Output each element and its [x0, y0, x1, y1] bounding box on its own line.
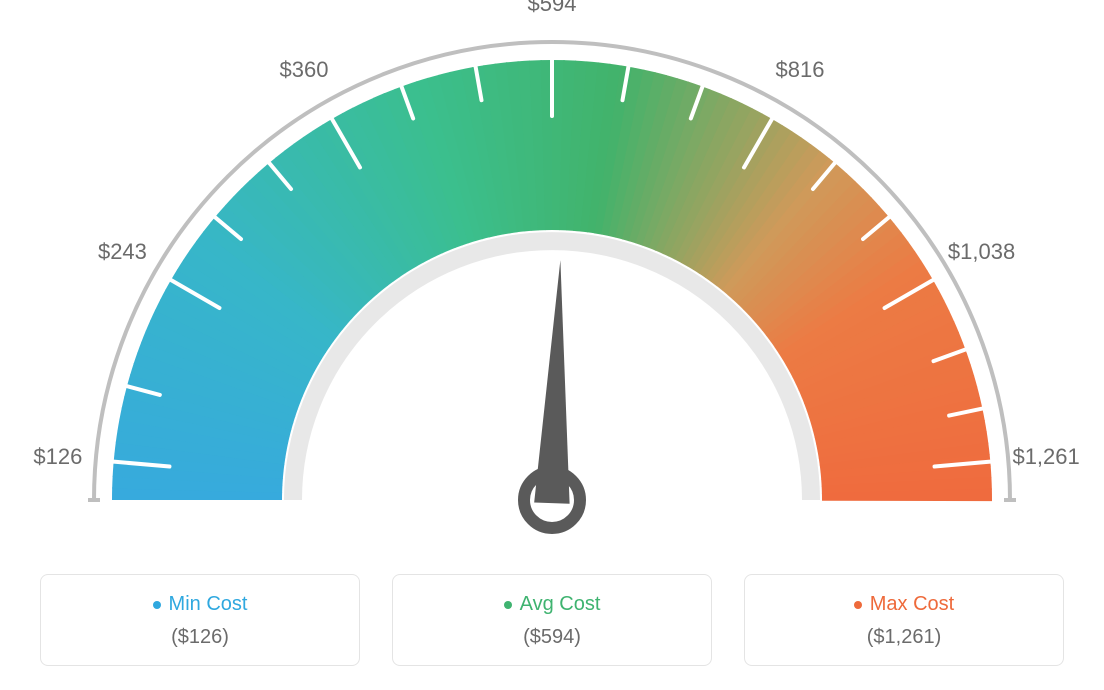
legend-label-avg: Avg Cost	[520, 593, 601, 616]
legend-dot-min	[153, 601, 161, 609]
legend-card-min: Min Cost ($126)	[40, 574, 360, 666]
gauge-svg	[0, 0, 1104, 560]
gauge-tick-label: $594	[528, 0, 577, 17]
legend-dot-avg	[504, 601, 512, 609]
gauge-tick-label: $360	[280, 57, 329, 83]
gauge-tick-label: $126	[33, 444, 82, 470]
legend-card-avg: Avg Cost ($594)	[392, 574, 712, 666]
legend-value-min: ($126)	[51, 626, 349, 649]
legend-title-avg: Avg Cost	[504, 593, 601, 616]
cost-gauge-widget: $126 $243 $360 $594 $816 $1,038 $1,261 Min Cos…	[0, 0, 1104, 690]
gauge-tick-label: $816	[776, 57, 825, 83]
legend-card-max: Max Cost ($1,261)	[744, 574, 1064, 666]
legend-value-max: ($1,261)	[755, 626, 1053, 649]
gauge-tick-label: $243	[98, 239, 147, 265]
legend-row: Min Cost ($126) Avg Cost ($594) Max Cost…	[0, 574, 1104, 666]
gauge-tick-label: $1,261	[1012, 444, 1079, 470]
legend-dot-max	[854, 601, 862, 609]
gauge-tick-label: $1,038	[948, 239, 1015, 265]
legend-value-avg: ($594)	[403, 626, 701, 649]
legend-label-max: Max Cost	[870, 593, 954, 616]
legend-title-min: Min Cost	[153, 593, 248, 616]
legend-label-min: Min Cost	[169, 593, 248, 616]
legend-title-max: Max Cost	[854, 593, 954, 616]
gauge-area: $126 $243 $360 $594 $816 $1,038 $1,261	[0, 0, 1104, 560]
